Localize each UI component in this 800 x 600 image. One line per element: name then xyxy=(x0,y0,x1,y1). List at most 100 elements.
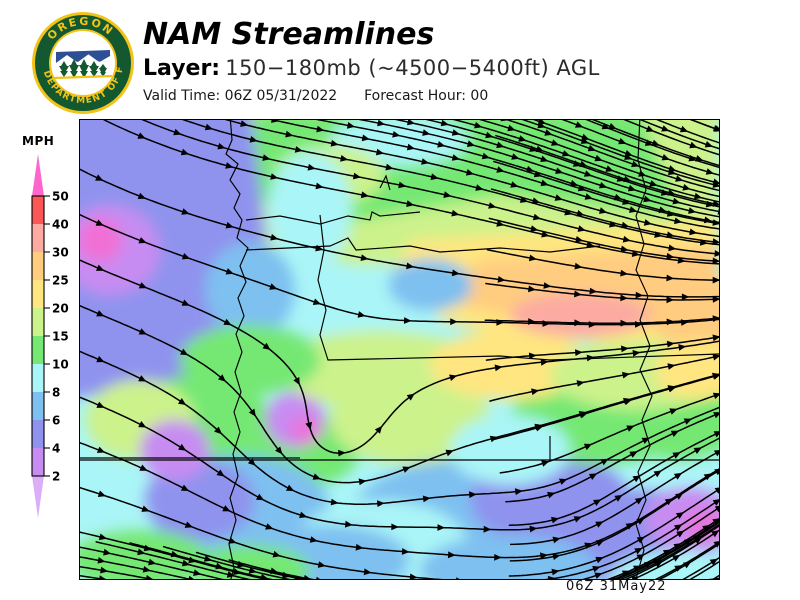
streamline-arrowhead xyxy=(188,556,197,564)
streamline-arrowhead xyxy=(575,121,584,128)
streamline-arrowhead xyxy=(407,120,415,126)
streamline-arrowhead xyxy=(609,220,618,228)
streamline-arrowhead xyxy=(668,165,677,172)
streamline-arrowhead xyxy=(391,523,399,531)
streamline-arrowhead xyxy=(693,447,702,454)
streamline-arrowhead xyxy=(385,163,394,171)
streamline-arrowhead xyxy=(406,200,415,207)
streamline-arrowhead xyxy=(673,472,683,480)
streamline-arrowhead xyxy=(636,536,645,544)
streamline-arrowhead xyxy=(676,530,685,538)
streamline-arrowhead xyxy=(309,536,318,543)
streamline-arrowhead xyxy=(96,355,105,363)
streamline xyxy=(80,575,108,579)
streamline-arrowhead xyxy=(608,123,617,130)
streamline-arrowhead xyxy=(170,550,179,558)
coastline-path xyxy=(225,120,249,579)
streamline xyxy=(509,450,719,546)
streamline-arrowhead xyxy=(631,250,640,257)
streamline-arrowhead xyxy=(677,257,686,264)
streamline-arrowhead xyxy=(614,494,623,502)
streamline-arrowhead xyxy=(222,505,231,512)
streamline-arrowhead xyxy=(589,287,598,295)
streamline-arrowhead xyxy=(714,487,719,494)
streamline-map-panel[interactable] xyxy=(79,119,720,580)
streamline-arrowhead xyxy=(616,175,625,182)
streamline-map[interactable] xyxy=(80,120,719,579)
streamline-arrowhead xyxy=(489,435,498,443)
streamline-arrowhead xyxy=(666,296,674,304)
streamline-arrowhead xyxy=(713,450,719,457)
streamline-arrowhead xyxy=(96,446,106,453)
streamline-arrowhead xyxy=(180,348,189,356)
streamline-arrowhead xyxy=(269,283,278,290)
streamline-arrowhead xyxy=(233,568,242,575)
streamline-arrowhead xyxy=(497,276,506,283)
streamline-arrowhead xyxy=(575,236,584,243)
streamline-arrowhead xyxy=(622,235,631,243)
streamline xyxy=(505,412,719,503)
streamline-arrowhead xyxy=(542,320,551,327)
streamline-arrowhead xyxy=(689,228,698,236)
streamline-arrowhead xyxy=(675,492,684,500)
streamline xyxy=(532,120,719,185)
streamline-arrowhead xyxy=(315,244,324,252)
streamline-arrowhead xyxy=(363,568,372,576)
streamline-arrowhead xyxy=(443,191,452,198)
streamline-arrowhead xyxy=(574,319,582,327)
streamline-arrowhead xyxy=(481,152,490,160)
streamline-arrowhead xyxy=(668,244,677,252)
valid-time-value: 06Z 05/31/2022 xyxy=(224,88,338,104)
streamline-arrowhead xyxy=(552,553,561,560)
streamline-arrowhead xyxy=(514,488,523,496)
streamline-arrowhead xyxy=(620,319,629,327)
colorbar-svg: 50 40 30 25 20 15 10 8 6 4 2 xyxy=(31,154,69,518)
streamline-arrowhead xyxy=(203,555,212,562)
streamline-arrowhead xyxy=(330,139,339,147)
streamline xyxy=(505,120,719,192)
streamline-arrowhead xyxy=(633,565,642,572)
streamline-arrowhead xyxy=(583,170,593,177)
colorbar-bands xyxy=(32,196,44,477)
streamline-arrowhead xyxy=(303,574,311,579)
streamline-arrowhead xyxy=(346,122,355,129)
streamline-arrowhead xyxy=(551,568,560,576)
streamline-arrowhead xyxy=(519,196,528,203)
streamline xyxy=(656,120,719,144)
streamline-arrowhead xyxy=(712,334,719,342)
streamline-arrowhead xyxy=(181,208,190,215)
streamline-arrowhead xyxy=(293,377,300,386)
streamline-arrowhead xyxy=(643,562,653,569)
streamline-arrowhead xyxy=(225,221,234,229)
streamline-arrowhead xyxy=(576,380,585,387)
meta-line: Valid Time: 06Z 05/31/2022 Forecast Hour… xyxy=(143,87,600,105)
streamline-arrowhead xyxy=(180,484,190,491)
streamline xyxy=(495,134,719,206)
streamline-arrowhead xyxy=(510,181,519,188)
streamline xyxy=(509,469,719,562)
streamline-arrowhead xyxy=(634,321,643,328)
streamline-arrowhead xyxy=(695,155,704,162)
streamline-arrowhead xyxy=(181,253,191,260)
streamline-arrowhead xyxy=(377,120,386,127)
streamline-arrowhead xyxy=(218,374,226,382)
streamline-arrowhead xyxy=(447,551,456,559)
streamline-arrowhead xyxy=(530,225,539,232)
streamline-arrowhead xyxy=(605,165,614,172)
streamline-arrowhead xyxy=(708,578,715,579)
streamline-arrowhead xyxy=(526,165,535,173)
streamline-arrowhead xyxy=(543,282,552,289)
streamline-arrowhead xyxy=(683,418,692,425)
streamline-arrowhead xyxy=(712,392,719,400)
streamline-arrowhead xyxy=(496,166,505,173)
layer-line: Layer: 150−180mb (~4500−5400ft) AGL xyxy=(143,55,600,83)
streamline xyxy=(682,556,719,579)
streamline-arrowhead xyxy=(577,184,586,192)
streamline-arrowhead xyxy=(625,522,634,530)
streamline-arrowhead xyxy=(599,182,608,189)
streamline-arrowhead xyxy=(579,160,588,168)
streamline-arrowhead xyxy=(294,146,303,153)
streamline xyxy=(80,213,719,326)
streamline-arrowhead xyxy=(294,577,298,579)
streamline-arrowhead xyxy=(666,318,675,326)
